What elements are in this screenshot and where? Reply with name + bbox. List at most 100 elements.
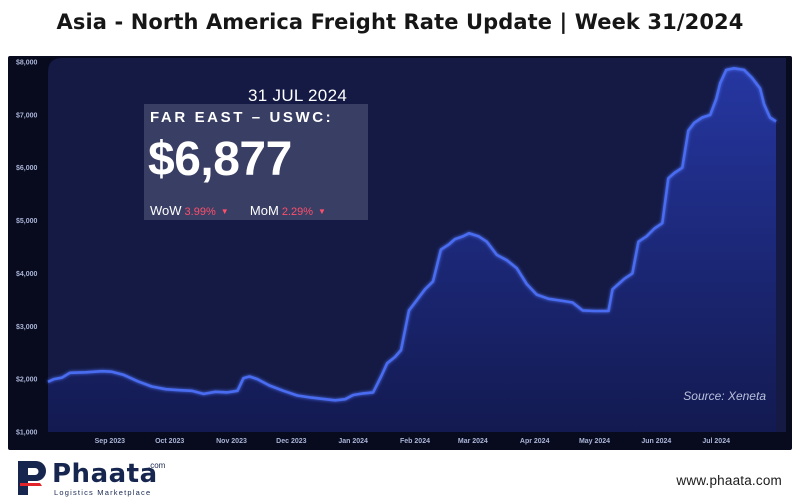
data-point	[53, 378, 55, 380]
data-point	[547, 298, 549, 300]
x-tick-label: Apr 2024	[520, 438, 550, 445]
data-point	[687, 130, 689, 132]
mom-value: 2.29%	[281, 206, 314, 218]
data-point	[380, 375, 382, 377]
data-point	[440, 248, 442, 250]
data-point	[394, 356, 396, 358]
data-point	[282, 390, 284, 392]
data-point	[137, 380, 139, 382]
data-point	[681, 167, 683, 169]
data-point	[715, 98, 717, 100]
wow-label: WoW	[150, 203, 182, 218]
data-point	[242, 377, 244, 379]
data-point	[202, 393, 204, 395]
y-tick-label: $8,000	[16, 60, 38, 67]
chart-area: $1,000 $2,000 $3,000 $4,000 $5,000 $6,000 $7,0…	[8, 56, 792, 450]
data-point	[362, 392, 364, 394]
series-line	[47, 67, 777, 402]
data-point	[631, 272, 633, 274]
website-link[interactable]: www.phaata.com	[676, 473, 782, 488]
data-point	[432, 280, 434, 282]
data-point	[769, 116, 771, 118]
data-point	[324, 398, 326, 400]
data-point	[236, 390, 238, 392]
data-point	[719, 82, 721, 84]
data-point	[701, 116, 703, 118]
y-tick-label: $6,000	[16, 165, 38, 172]
data-point	[661, 222, 663, 224]
data-point	[645, 235, 647, 237]
data-point	[637, 241, 639, 243]
x-tick-label: Oct 2023	[155, 438, 184, 445]
data-point	[296, 394, 298, 396]
y-tick-label: $4,000	[16, 271, 38, 278]
brand-suffix: .com	[148, 461, 166, 470]
y-tick-label: $5,000	[16, 218, 38, 225]
data-point	[69, 372, 71, 374]
x-tick-label: May 2024	[579, 438, 610, 445]
data-point	[352, 394, 354, 396]
data-point	[611, 288, 613, 290]
data-point	[653, 227, 655, 229]
data-point	[151, 385, 153, 387]
mom-down-arrow-icon: ▼	[318, 207, 326, 216]
data-point	[178, 389, 180, 391]
y-tick-label: $2,000	[16, 377, 38, 384]
wow-down-arrow-icon: ▼	[220, 207, 229, 216]
data-point	[593, 310, 595, 312]
data-point	[61, 376, 63, 378]
data-point	[673, 172, 675, 174]
y-tick-label: $7,000	[16, 112, 38, 119]
data-point	[268, 384, 270, 386]
data-point	[85, 371, 87, 373]
data-point	[561, 300, 563, 302]
phaata-logo[interactable]: Phaata .com Logistics Marketplace	[14, 459, 184, 497]
data-point	[416, 299, 418, 301]
data-point	[448, 243, 450, 245]
data-point	[408, 309, 410, 311]
x-tick-label: Jan 2024	[338, 438, 368, 445]
data-point	[478, 235, 480, 237]
data-point	[310, 396, 312, 398]
data-point	[248, 375, 250, 377]
brand-name: Phaata	[52, 459, 158, 489]
data-point	[372, 391, 374, 393]
data-point	[581, 309, 583, 311]
data-point	[101, 370, 103, 372]
data-point	[165, 388, 167, 390]
data-point	[607, 310, 609, 312]
phaata-logo-icon	[18, 461, 46, 495]
data-point	[486, 241, 488, 243]
source-label: Source: Xeneta	[683, 389, 766, 403]
data-point	[516, 267, 518, 269]
data-point	[400, 349, 402, 351]
data-point	[454, 238, 456, 240]
x-tick-label: Sep 2023	[95, 438, 125, 445]
y-tick-label: $3,000	[16, 324, 38, 331]
y-tick-label: $1,000	[16, 430, 38, 437]
data-point	[693, 122, 695, 124]
data-point	[743, 69, 745, 71]
x-tick-label: Mar 2024	[458, 438, 488, 445]
wow-value: 3.99%	[184, 206, 216, 218]
data-point	[617, 283, 619, 285]
area-fill	[48, 68, 776, 433]
data-point	[667, 177, 669, 179]
data-point	[226, 391, 228, 393]
data-point	[759, 87, 761, 89]
data-point	[462, 235, 464, 237]
data-point	[571, 301, 573, 303]
rate-info-box: FAR EAST – USWC: $6,877 WoW 3.99% ▼ MoM 2.2…	[144, 104, 368, 220]
data-point	[344, 398, 346, 400]
data-point	[256, 378, 258, 380]
route-label: FAR EAST – USWC:	[150, 109, 334, 126]
x-tick-label: Feb 2024	[400, 438, 430, 445]
freight-rate-chart: $1,000 $2,000 $3,000 $4,000 $5,000 $6,000 $7,0…	[16, 58, 786, 445]
data-point	[190, 390, 192, 392]
data-point	[526, 283, 528, 285]
data-point	[709, 114, 711, 116]
data-point	[111, 371, 113, 373]
change-row: WoW 3.99% ▼ MoM 2.29% ▼	[150, 203, 326, 218]
x-tick-label: Jun 2024	[641, 438, 671, 445]
data-point	[763, 103, 765, 105]
